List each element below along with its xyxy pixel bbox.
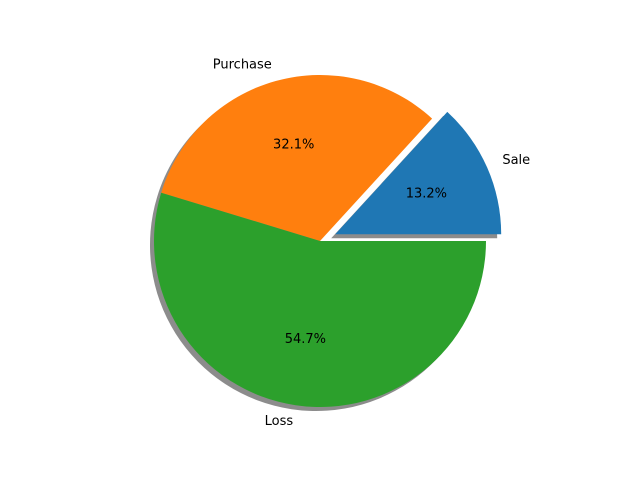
pie-value-label-loss: 54.7% <box>285 332 326 347</box>
pie-category-label-purchase: Purchase <box>213 57 272 72</box>
pie-category-label-sale: Sale <box>502 153 530 168</box>
pie-slice-sale <box>335 111 502 235</box>
pie-value-label-sale: 13.2% <box>406 187 447 202</box>
pie-slice-loss <box>153 192 486 408</box>
pie-value-label-purchase: 32.1% <box>273 137 314 152</box>
pie-label-layer: Sale 13.2% Purchase 32.1% Loss 54.7% <box>213 57 530 429</box>
pie-slice-purchase <box>161 75 433 241</box>
pie-slice-layer <box>153 75 502 408</box>
pie-category-label-loss: Loss <box>265 414 294 429</box>
